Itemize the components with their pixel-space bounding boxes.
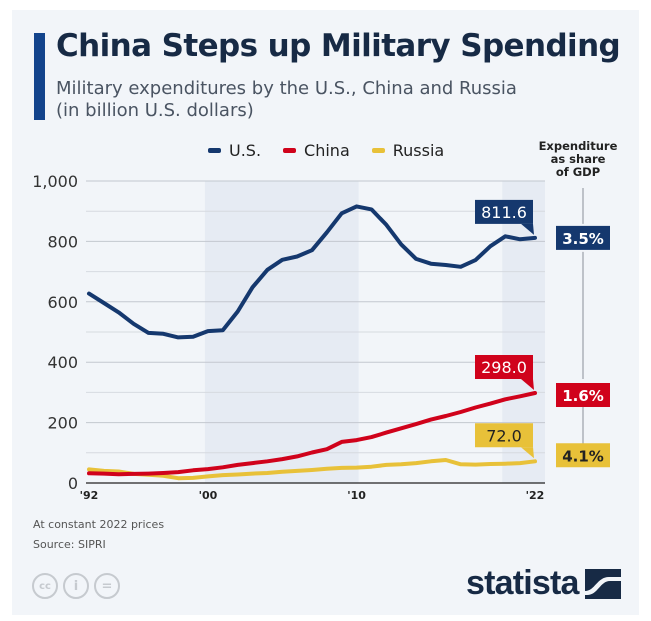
gdp-share-badge-china: 1.6% bbox=[556, 383, 610, 408]
y-tick-label: 0 bbox=[68, 474, 78, 493]
x-tick-label: '22 bbox=[526, 489, 545, 502]
gdp-share-text: 3.5% bbox=[562, 230, 604, 248]
gdp-share-box bbox=[556, 443, 610, 468]
gridlines bbox=[86, 180, 545, 484]
series-line-russia bbox=[87, 458, 537, 481]
series-line-china bbox=[87, 391, 537, 477]
end-label-pointer bbox=[521, 447, 534, 459]
end-label-text: 72.0 bbox=[486, 426, 522, 445]
y-tick-label: 400 bbox=[47, 353, 78, 372]
legend-label-us: U.S. bbox=[229, 141, 262, 160]
end-labels: 811.6 298.0 72.0 bbox=[475, 199, 534, 459]
statista-logo-text: statista bbox=[466, 564, 579, 602]
legend-item-russia: Russia bbox=[371, 141, 445, 160]
chart-title: China Steps up Military Spending bbox=[56, 28, 621, 64]
subtitle-line-1: Military expenditures by the U.S., China… bbox=[56, 78, 517, 99]
end-label-text: 298.0 bbox=[481, 358, 527, 377]
gdp-share-box bbox=[556, 383, 610, 408]
gdp-share-text: 1.6% bbox=[562, 387, 604, 405]
end-label-china: 298.0 bbox=[475, 355, 534, 391]
attribution-icon[interactable]: i bbox=[63, 573, 89, 599]
y-tick-label: 800 bbox=[47, 232, 78, 251]
y-tick-label: 600 bbox=[47, 293, 78, 312]
legend-item-us: U.S. bbox=[208, 141, 261, 160]
source-note: Source: SIPRI bbox=[33, 538, 106, 551]
gdp-header-line-2: as share bbox=[550, 152, 606, 166]
x-tick-label: '10 bbox=[347, 489, 366, 502]
x-tick-label: '00 bbox=[199, 489, 218, 502]
y-tick-label: 200 bbox=[47, 414, 78, 433]
chart-legend: U.S. China Russia bbox=[208, 141, 444, 160]
legend-swatch-china bbox=[283, 148, 297, 153]
legend-label-russia: Russia bbox=[392, 141, 445, 160]
line-chart: 0 200 400 600 800 1,000 '92 '00 '10 '22 811.6 298… bbox=[32, 172, 610, 502]
statista-logo-icon bbox=[584, 568, 621, 599]
gdp-share-badge-russia: 4.1% bbox=[556, 443, 610, 468]
end-label-russia: 72.0 bbox=[475, 423, 534, 459]
cc-icon[interactable]: cc bbox=[32, 573, 58, 599]
legend-label-china: China bbox=[304, 141, 350, 160]
gdp-share-badge-us: 3.5% bbox=[556, 225, 610, 250]
end-label-box bbox=[475, 355, 533, 380]
gdp-share-box bbox=[556, 225, 610, 250]
price-note: At constant 2022 prices bbox=[33, 518, 165, 531]
gdp-header-line-3: of GDP bbox=[555, 165, 601, 179]
gdp-header-line-1: Expenditure bbox=[538, 139, 618, 153]
x-tick-label: '92 bbox=[80, 489, 99, 502]
end-label-box bbox=[475, 199, 533, 224]
chart-subtitle: Military expenditures by the U.S., China… bbox=[56, 78, 556, 122]
legend-swatch-russia bbox=[371, 148, 385, 153]
series-lines bbox=[87, 204, 537, 481]
end-label-box bbox=[475, 423, 533, 448]
gdp-share-text: 4.1% bbox=[562, 447, 604, 465]
end-label-pointer bbox=[521, 223, 534, 235]
statista-logo[interactable]: statista bbox=[466, 564, 621, 603]
gdp-share-header: Expenditure as share of GDP bbox=[538, 140, 618, 179]
x-axis-ticks: '92 '00 '10 '22 bbox=[80, 489, 545, 502]
legend-item-china: China bbox=[283, 141, 350, 160]
subtitle-line-2: (in billion U.S. dollars) bbox=[56, 100, 254, 121]
license-icons[interactable]: cc i = bbox=[32, 573, 120, 599]
gdp-share-column: 3.5% 1.6% 4.1% bbox=[556, 188, 610, 468]
end-label-pointer bbox=[521, 379, 534, 391]
end-label-us: 811.6 bbox=[475, 199, 534, 235]
y-tick-label: 1,000 bbox=[32, 172, 78, 191]
y-axis-ticks: 0 200 400 600 800 1,000 bbox=[32, 172, 78, 493]
end-label-text: 811.6 bbox=[481, 203, 527, 222]
no-derivatives-icon[interactable]: = bbox=[94, 573, 120, 599]
legend-swatch-us bbox=[208, 148, 221, 153]
series-line-us bbox=[87, 204, 537, 340]
title-accent-bar bbox=[34, 33, 45, 120]
